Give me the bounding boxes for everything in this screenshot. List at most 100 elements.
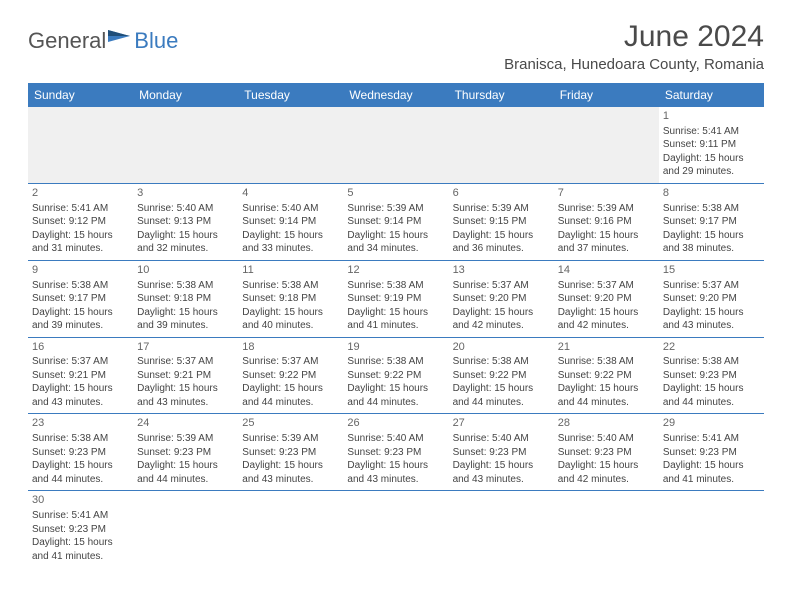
daylight-line: Daylight: 15 hours and 41 minutes. (663, 459, 760, 486)
day-number: 6 (453, 186, 550, 201)
calendar-cell: 6Sunrise: 5:39 AMSunset: 9:15 PMDaylight… (449, 183, 554, 260)
sunset-line: Sunset: 9:13 PM (137, 215, 234, 229)
day-number: 13 (453, 263, 550, 278)
day-number: 14 (558, 263, 655, 278)
calendar-cell: 8Sunrise: 5:38 AMSunset: 9:17 PMDaylight… (659, 183, 764, 260)
weekday-header: Tuesday (238, 83, 343, 107)
header: General Blue June 2024 Branisca, Hunedoa… (28, 20, 764, 79)
calendar-cell: 15Sunrise: 5:37 AMSunset: 9:20 PMDayligh… (659, 260, 764, 337)
daylight-line: Daylight: 15 hours and 39 minutes. (32, 306, 129, 333)
daylight-line: Daylight: 15 hours and 42 minutes. (558, 459, 655, 486)
sunrise-line: Sunrise: 5:39 AM (558, 202, 655, 216)
day-number: 3 (137, 186, 234, 201)
calendar-cell (343, 107, 448, 183)
sunrise-line: Sunrise: 5:38 AM (663, 202, 760, 216)
daylight-line: Daylight: 15 hours and 43 minutes. (32, 382, 129, 409)
title-block: June 2024 Branisca, Hunedoara County, Ro… (504, 20, 764, 79)
day-number: 5 (347, 186, 444, 201)
sunset-line: Sunset: 9:12 PM (32, 215, 129, 229)
calendar-cell: 7Sunrise: 5:39 AMSunset: 9:16 PMDaylight… (554, 183, 659, 260)
sunset-line: Sunset: 9:11 PM (663, 138, 760, 152)
calendar-row: 9Sunrise: 5:38 AMSunset: 9:17 PMDaylight… (28, 260, 764, 337)
day-number: 10 (137, 263, 234, 278)
day-number: 27 (453, 416, 550, 431)
calendar-cell (449, 107, 554, 183)
daylight-line: Daylight: 15 hours and 43 minutes. (663, 306, 760, 333)
sunrise-line: Sunrise: 5:40 AM (347, 432, 444, 446)
sunset-line: Sunset: 9:17 PM (663, 215, 760, 229)
calendar-cell: 27Sunrise: 5:40 AMSunset: 9:23 PMDayligh… (449, 414, 554, 491)
sunrise-line: Sunrise: 5:38 AM (558, 355, 655, 369)
sunrise-line: Sunrise: 5:40 AM (137, 202, 234, 216)
daylight-line: Daylight: 15 hours and 29 minutes. (663, 152, 760, 179)
sunrise-line: Sunrise: 5:41 AM (663, 125, 760, 139)
daylight-line: Daylight: 15 hours and 39 minutes. (137, 306, 234, 333)
day-number: 9 (32, 263, 129, 278)
sunrise-line: Sunrise: 5:41 AM (32, 202, 129, 216)
month-title: June 2024 (504, 20, 764, 54)
sunset-line: Sunset: 9:18 PM (242, 292, 339, 306)
day-number: 12 (347, 263, 444, 278)
calendar-cell: 24Sunrise: 5:39 AMSunset: 9:23 PMDayligh… (133, 414, 238, 491)
daylight-line: Daylight: 15 hours and 44 minutes. (32, 459, 129, 486)
calendar-cell: 28Sunrise: 5:40 AMSunset: 9:23 PMDayligh… (554, 414, 659, 491)
day-number: 30 (32, 493, 129, 508)
day-number: 7 (558, 186, 655, 201)
sunrise-line: Sunrise: 5:38 AM (242, 279, 339, 293)
calendar-cell (659, 491, 764, 567)
sunset-line: Sunset: 9:23 PM (32, 446, 129, 460)
day-number: 20 (453, 340, 550, 355)
logo-text-blue: Blue (134, 28, 178, 54)
sunset-line: Sunset: 9:14 PM (242, 215, 339, 229)
calendar-cell: 3Sunrise: 5:40 AMSunset: 9:13 PMDaylight… (133, 183, 238, 260)
sunrise-line: Sunrise: 5:37 AM (242, 355, 339, 369)
sunset-line: Sunset: 9:21 PM (32, 369, 129, 383)
sunset-line: Sunset: 9:21 PM (137, 369, 234, 383)
sunset-line: Sunset: 9:23 PM (32, 523, 129, 537)
sunset-line: Sunset: 9:22 PM (453, 369, 550, 383)
weekday-header: Thursday (449, 83, 554, 107)
sunrise-line: Sunrise: 5:40 AM (558, 432, 655, 446)
daylight-line: Daylight: 15 hours and 44 minutes. (663, 382, 760, 409)
day-number: 18 (242, 340, 339, 355)
day-number: 28 (558, 416, 655, 431)
calendar-cell: 14Sunrise: 5:37 AMSunset: 9:20 PMDayligh… (554, 260, 659, 337)
logo-text-general: General (28, 28, 106, 54)
sunrise-line: Sunrise: 5:38 AM (663, 355, 760, 369)
sunset-line: Sunset: 9:19 PM (347, 292, 444, 306)
sunrise-line: Sunrise: 5:37 AM (453, 279, 550, 293)
daylight-line: Daylight: 15 hours and 31 minutes. (32, 229, 129, 256)
daylight-line: Daylight: 15 hours and 44 minutes. (453, 382, 550, 409)
sunrise-line: Sunrise: 5:37 AM (32, 355, 129, 369)
weekday-header-row: Sunday Monday Tuesday Wednesday Thursday… (28, 83, 764, 107)
calendar-cell: 12Sunrise: 5:38 AMSunset: 9:19 PMDayligh… (343, 260, 448, 337)
logo: General Blue (28, 28, 178, 54)
calendar-cell: 25Sunrise: 5:39 AMSunset: 9:23 PMDayligh… (238, 414, 343, 491)
sunset-line: Sunset: 9:23 PM (663, 446, 760, 460)
weekday-header: Monday (133, 83, 238, 107)
calendar-row: 2Sunrise: 5:41 AMSunset: 9:12 PMDaylight… (28, 183, 764, 260)
sunset-line: Sunset: 9:16 PM (558, 215, 655, 229)
sunset-line: Sunset: 9:20 PM (558, 292, 655, 306)
calendar-cell (554, 107, 659, 183)
calendar-cell: 4Sunrise: 5:40 AMSunset: 9:14 PMDaylight… (238, 183, 343, 260)
sunrise-line: Sunrise: 5:39 AM (242, 432, 339, 446)
logo-flag-icon (106, 28, 132, 48)
calendar-cell (449, 491, 554, 567)
day-number: 8 (663, 186, 760, 201)
weekday-header: Wednesday (343, 83, 448, 107)
day-number: 2 (32, 186, 129, 201)
sunrise-line: Sunrise: 5:41 AM (32, 509, 129, 523)
calendar-cell: 5Sunrise: 5:39 AMSunset: 9:14 PMDaylight… (343, 183, 448, 260)
calendar-table: Sunday Monday Tuesday Wednesday Thursday… (28, 83, 764, 567)
sunrise-line: Sunrise: 5:40 AM (453, 432, 550, 446)
sunset-line: Sunset: 9:22 PM (558, 369, 655, 383)
daylight-line: Daylight: 15 hours and 43 minutes. (242, 459, 339, 486)
day-number: 26 (347, 416, 444, 431)
sunrise-line: Sunrise: 5:38 AM (347, 355, 444, 369)
calendar-row: 30Sunrise: 5:41 AMSunset: 9:23 PMDayligh… (28, 491, 764, 567)
calendar-cell: 13Sunrise: 5:37 AMSunset: 9:20 PMDayligh… (449, 260, 554, 337)
daylight-line: Daylight: 15 hours and 42 minutes. (453, 306, 550, 333)
sunrise-line: Sunrise: 5:38 AM (453, 355, 550, 369)
calendar-cell: 19Sunrise: 5:38 AMSunset: 9:22 PMDayligh… (343, 337, 448, 414)
